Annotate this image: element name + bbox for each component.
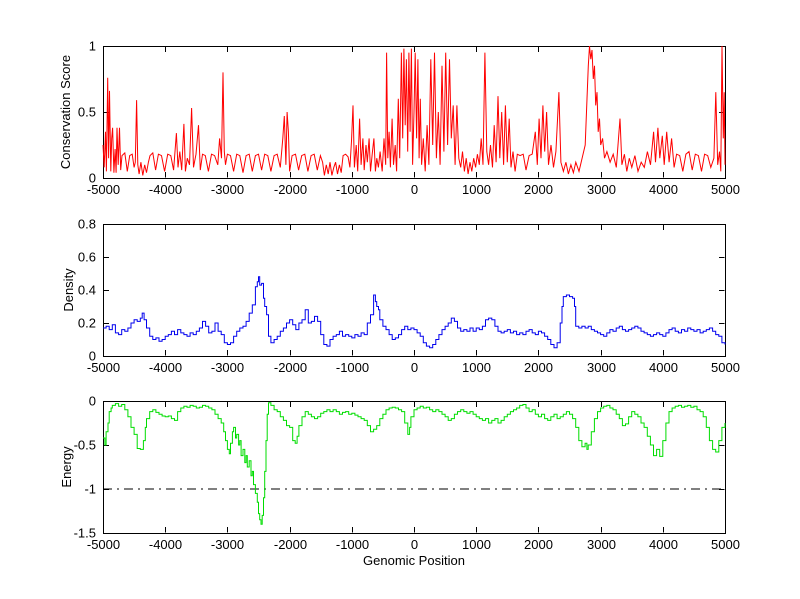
ylabel-energy: Energy xyxy=(59,446,74,488)
x-tick-label: -1000 xyxy=(336,182,369,197)
x-tick-label: -5000 xyxy=(87,182,120,197)
x-tick-label: 3000 xyxy=(587,182,616,197)
x-tick-label: -2000 xyxy=(274,182,307,197)
x-tick-label: 4000 xyxy=(649,360,678,375)
x-tick-label: 2000 xyxy=(524,537,553,552)
x-tick-label: -4000 xyxy=(149,537,182,552)
x-tick-label: -1000 xyxy=(336,360,369,375)
y-tick-label: 0.8 xyxy=(78,217,96,232)
y-tick-label: 1 xyxy=(89,39,96,54)
y-tick-label: 0 xyxy=(89,394,96,409)
x-tick-label: 5000 xyxy=(711,360,740,375)
y-tick-label: 0 xyxy=(89,171,96,186)
y-tick-label: -0.5 xyxy=(74,438,96,453)
x-tick-label: 5000 xyxy=(711,537,740,552)
y-tick-label: 0.6 xyxy=(78,250,96,265)
y-tick-label: 0.4 xyxy=(78,283,96,298)
x-tick-label: 3000 xyxy=(587,360,616,375)
x-tick-label: 4000 xyxy=(649,182,678,197)
x-tick-label: 0 xyxy=(411,182,418,197)
subplot-energy: -5000 -4000 -3000 -2000 -1000 0 1000 2000 3000 40… xyxy=(74,394,740,553)
subplot-density: -5000 -4000 -3000 -2000 -1000 0 1000 2000 3000 40… xyxy=(78,217,740,376)
x-tick-label: 2000 xyxy=(524,182,553,197)
x-tick-label: -4000 xyxy=(149,360,182,375)
subplot-conservation-score: -5000 -4000 -3000 -2000 -1000 0 1000 2000 3000 40… xyxy=(78,39,740,198)
x-tick-label: -5000 xyxy=(87,360,120,375)
x-tick-label: 2000 xyxy=(524,360,553,375)
y-tick-label: 0 xyxy=(89,349,96,364)
x-tick-label: 1000 xyxy=(462,360,491,375)
x-tick-label: 4000 xyxy=(649,537,678,552)
xlabel-genomic-position: Genomic Position xyxy=(363,553,465,568)
x-tick-label: -3000 xyxy=(211,182,244,197)
energy-series xyxy=(103,402,726,525)
x-tick-label: -4000 xyxy=(149,182,182,197)
axes-box xyxy=(103,224,726,357)
x-tick-label: -3000 xyxy=(211,360,244,375)
x-tick-label: 0 xyxy=(411,360,418,375)
x-tick-label: 5000 xyxy=(711,182,740,197)
y-tick-label: -1.5 xyxy=(74,526,96,541)
subplots-group: -5000 -4000 -3000 -2000 -1000 0 1000 2000 3000 40… xyxy=(74,39,740,553)
x-tick-label: -2000 xyxy=(274,537,307,552)
density-series xyxy=(103,276,726,349)
y-tick-label: -1 xyxy=(84,482,96,497)
conservation-score-series xyxy=(102,45,726,176)
x-tick-label: 0 xyxy=(411,537,418,552)
y-tick-label: 0.2 xyxy=(78,316,96,331)
ylabel-density: Density xyxy=(61,268,76,312)
x-tick-label: -3000 xyxy=(211,537,244,552)
x-tick-label: 1000 xyxy=(462,537,491,552)
y-tick-label: 0.5 xyxy=(78,105,96,120)
axes-box xyxy=(103,401,726,534)
x-tick-label: 1000 xyxy=(462,182,491,197)
ylabel-conservation-score: Conservation Score xyxy=(58,55,73,169)
x-tick-label: -1000 xyxy=(336,537,369,552)
x-tick-label: -2000 xyxy=(274,360,307,375)
x-tick-label: -5000 xyxy=(87,537,120,552)
x-tick-label: 3000 xyxy=(587,537,616,552)
